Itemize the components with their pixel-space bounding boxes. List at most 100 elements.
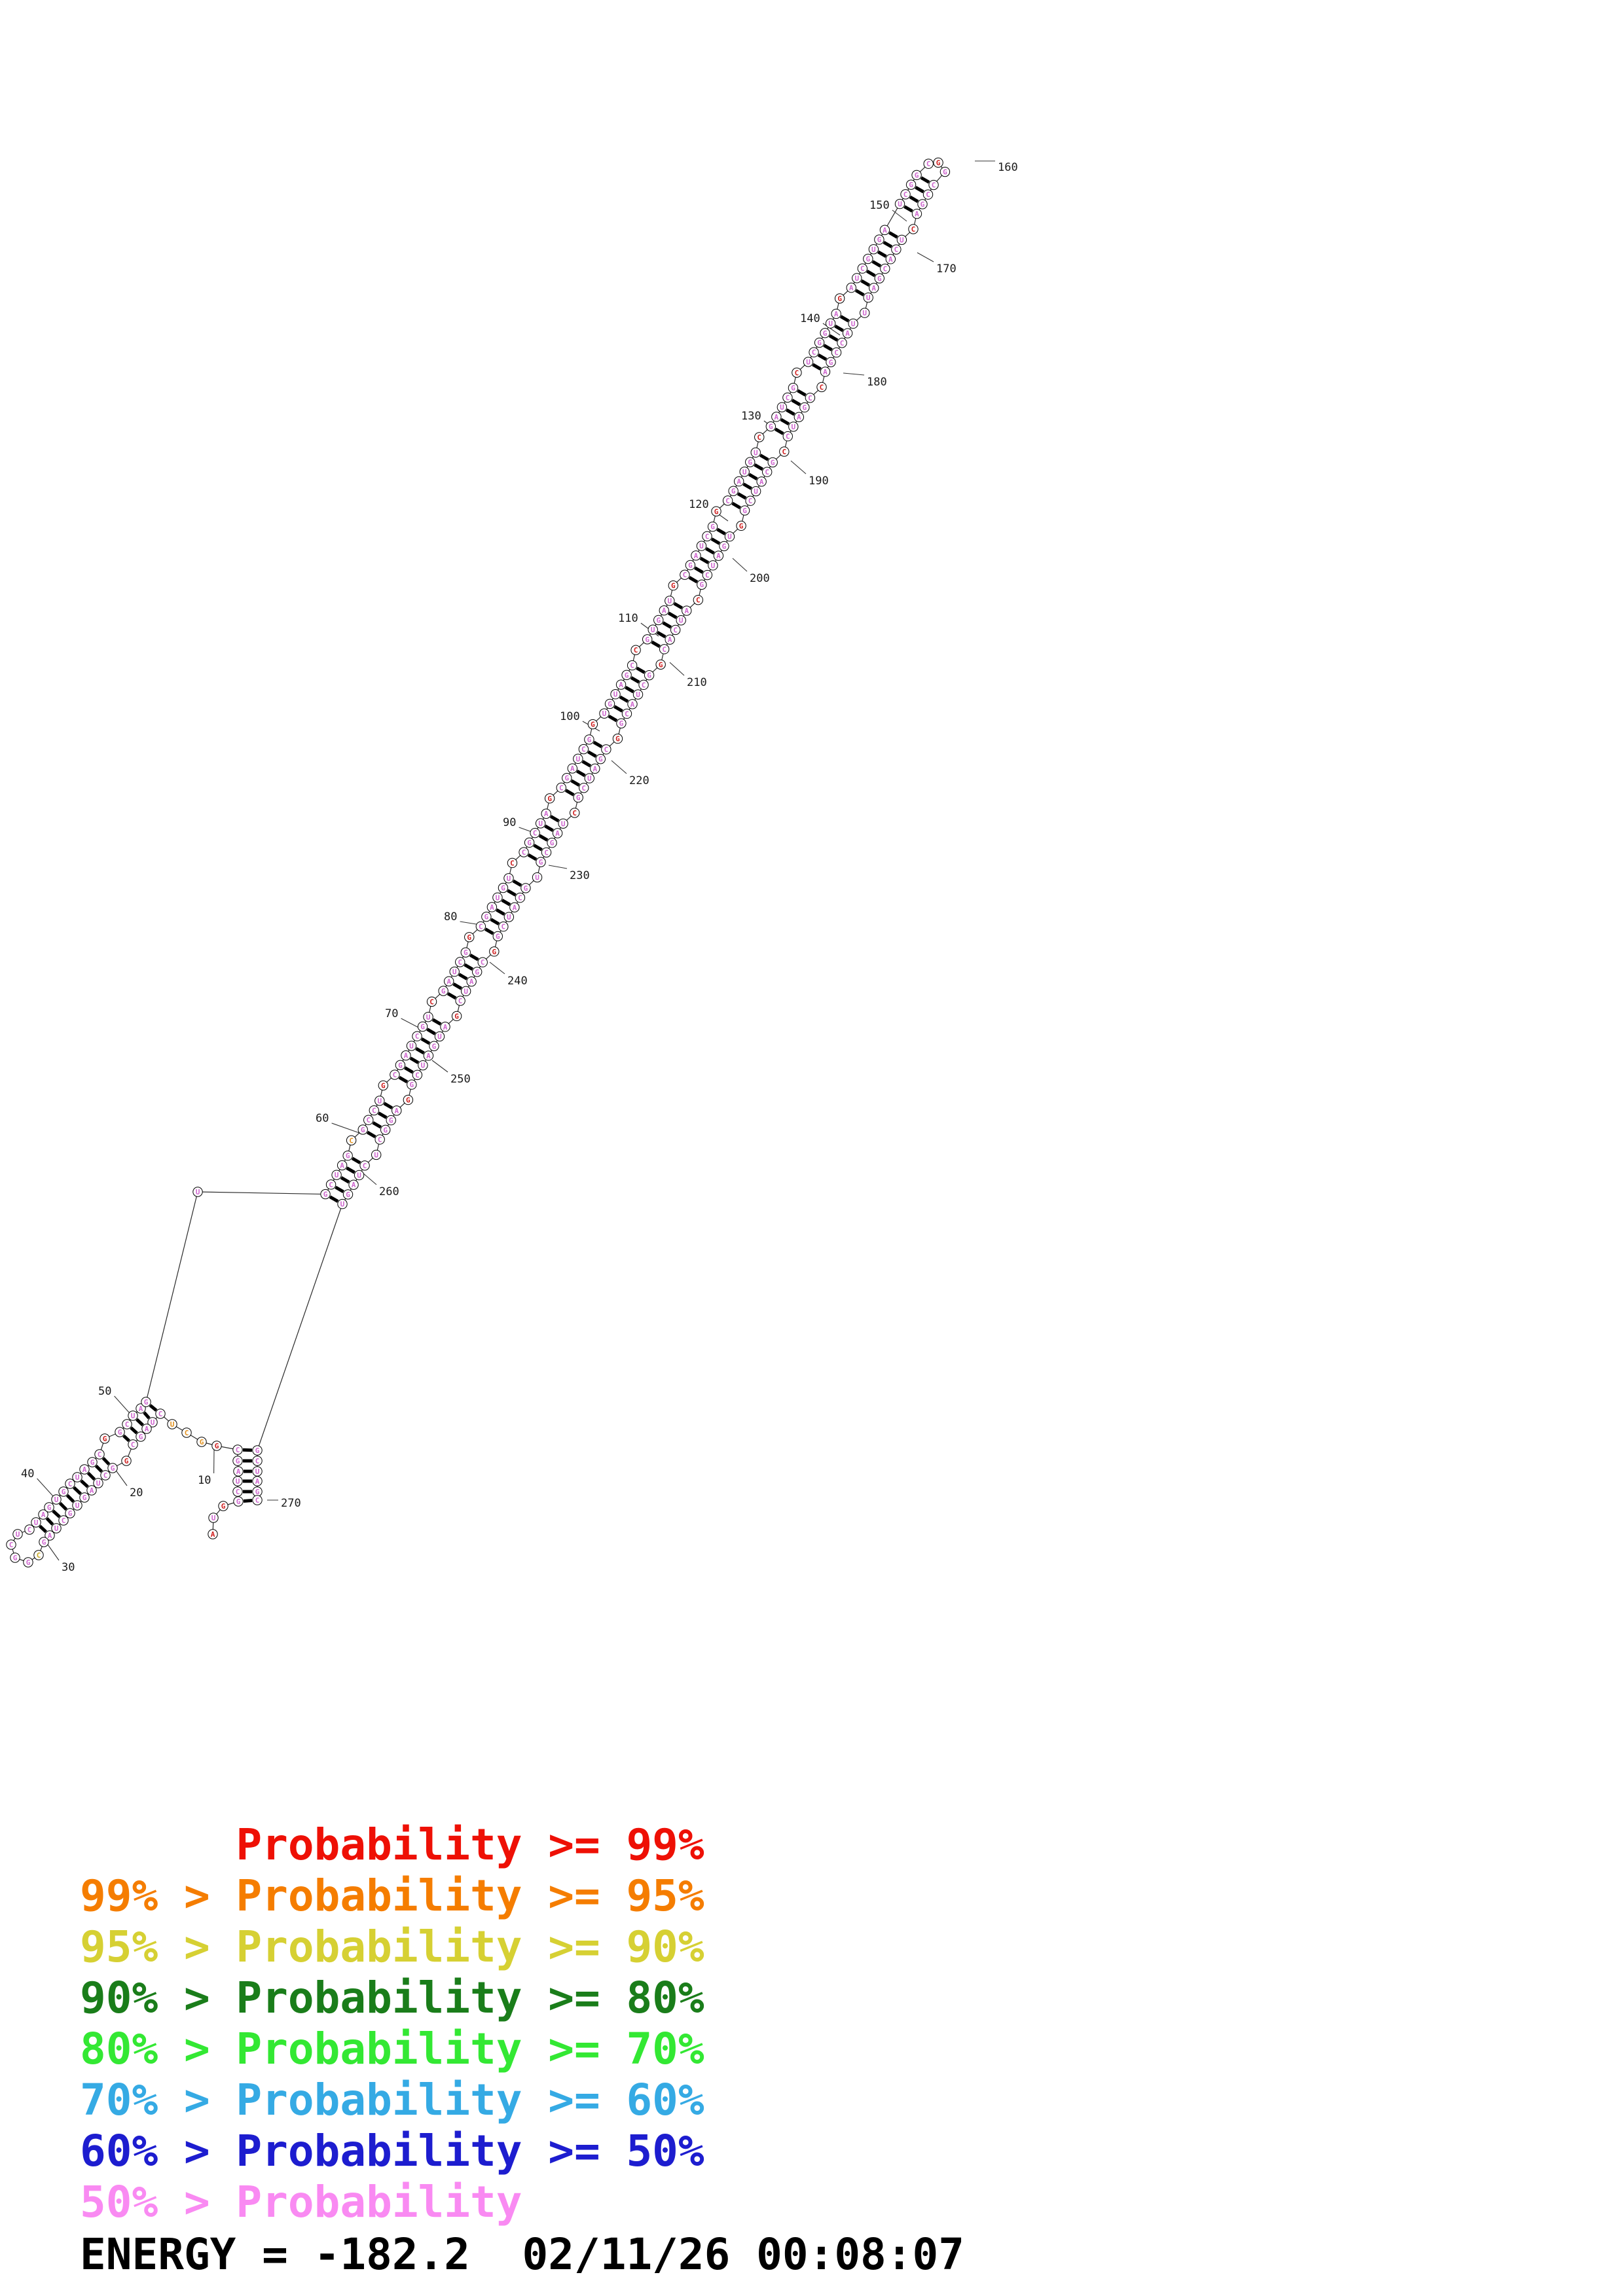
- nucleotide-letter: G: [68, 1509, 73, 1518]
- position-label: 190: [809, 475, 829, 488]
- nucleotide-letter: C: [518, 894, 522, 903]
- nucleotide-circle: [739, 505, 750, 516]
- nucleotide-circle: [707, 521, 718, 532]
- nucleotide-letter: U: [335, 1171, 339, 1179]
- nucleotide-circle: [357, 1124, 368, 1135]
- nucleotide-circle: [573, 792, 583, 803]
- nucleotide-letter: A: [555, 829, 560, 838]
- nucleotide-circle: [541, 808, 551, 819]
- position-label: 130: [741, 410, 761, 423]
- nucleotide-circle: [627, 699, 638, 709]
- nucleotide-circle: [208, 1529, 218, 1539]
- nucleotide-circle: [331, 1170, 342, 1180]
- nucleotide-letter: G: [255, 1488, 260, 1496]
- nucleotide-letter: G: [492, 948, 496, 956]
- nucleotide-letter: G: [221, 1502, 226, 1511]
- nucleotide-letter: C: [27, 1526, 32, 1534]
- nucleotide-circle: [928, 179, 939, 190]
- nucleotide-letter: G: [361, 1126, 365, 1134]
- nucleotide-circle: [403, 1094, 414, 1105]
- nucleotide-letter: A: [716, 552, 721, 560]
- nucleotide-letter: U: [727, 533, 732, 541]
- nucleotide-letter: U: [828, 319, 833, 328]
- nucleotide-circle: [492, 892, 503, 903]
- nucleotide-circle: [848, 318, 858, 329]
- nucleotide-circle: [680, 569, 690, 580]
- nucleotide-circle: [390, 1069, 400, 1080]
- nucleotide-letter: G: [103, 1435, 107, 1443]
- nucleotide-circle: [857, 263, 868, 274]
- legend-line: 90% > Probability >= 80%: [80, 1973, 704, 2023]
- nucleotide-circle: [601, 744, 611, 755]
- nucleotide-letter: G: [722, 542, 727, 550]
- nucleotide-circle: [380, 1124, 391, 1135]
- nucleotide-circle: [616, 718, 627, 728]
- nucleotide-circle: [395, 1060, 406, 1071]
- nucleotide-letter: A: [630, 700, 635, 709]
- nucleotide-letter: G: [587, 736, 592, 744]
- nucleotide-circle: [655, 659, 666, 670]
- nucleotide-circle: [475, 921, 486, 932]
- nucleotide-letter: A: [593, 764, 597, 773]
- position-label: 270: [281, 1497, 301, 1510]
- nucleotide-letter: G: [111, 1464, 115, 1473]
- nucleotide-circle: [771, 412, 782, 422]
- nucleotide-letter: G: [323, 1191, 328, 1199]
- nucleotide-circle: [665, 634, 675, 645]
- nucleotide-letter: G: [118, 1428, 122, 1437]
- nucleotide-circle: [196, 1437, 207, 1447]
- nucleotide-letter: G: [625, 671, 629, 679]
- nucleotide-letter: U: [742, 468, 747, 476]
- nucleotide-letter: G: [467, 933, 471, 942]
- nucleotide-circle: [412, 1031, 422, 1041]
- nucleotide-circle: [697, 579, 707, 590]
- nucleotide-circle: [831, 308, 841, 319]
- position-label: 40: [21, 1467, 34, 1480]
- nucleotide-letter: A: [255, 1477, 260, 1486]
- nucleotide-circle: [562, 773, 572, 783]
- nucleotide-letter: U: [378, 1097, 382, 1105]
- nucleotide-circle: [515, 892, 526, 903]
- nucleotide-letter: C: [812, 348, 816, 357]
- nucleotide-circle: [31, 1517, 41, 1528]
- nucleotide-letter: A: [490, 903, 494, 912]
- nucleotide-letter: U: [679, 617, 684, 625]
- nucleotide-letter: G: [441, 987, 446, 996]
- legend-line: 99% > Probability >= 95%: [80, 1871, 704, 1921]
- nucleotide-circle: [51, 1494, 62, 1505]
- nucleotide-letter: G: [769, 423, 773, 431]
- position-label: 160: [998, 161, 1018, 174]
- nucleotide-letter: U: [699, 542, 704, 550]
- nucleotide-circle: [65, 1508, 75, 1518]
- nucleotide-letter: U: [898, 200, 902, 209]
- nucleotide-circle: [486, 902, 498, 912]
- nucleotide-letter: G: [26, 1558, 31, 1567]
- nucleotide-circle: [232, 1476, 243, 1486]
- nucleotide-circle: [489, 946, 500, 957]
- nucleotide-circle: [820, 367, 831, 377]
- nucleotide-circle: [65, 1479, 75, 1489]
- nucleotide-circle: [136, 1431, 146, 1442]
- nucleotide-circle: [449, 966, 460, 977]
- position-label: 60: [316, 1112, 329, 1125]
- nucleotide-circle: [627, 660, 638, 671]
- nucleotide-circle: [155, 1408, 166, 1419]
- nucleotide-circle: [630, 645, 641, 655]
- nucleotide-circle: [443, 976, 454, 986]
- nucleotide-letter: U: [437, 1033, 442, 1041]
- nucleotide-letter: C: [808, 394, 812, 403]
- nucleotide-letter: U: [507, 874, 511, 883]
- nucleotide-letter: G: [791, 384, 795, 393]
- nucleotide-circle: [782, 392, 793, 403]
- nucleotide-circle: [939, 166, 951, 177]
- nucleotide-circle: [728, 486, 739, 496]
- nucleotide-letter: C: [329, 1181, 333, 1189]
- nucleotide-circle: [6, 1539, 16, 1550]
- nucleotide-letter: G: [346, 1152, 350, 1160]
- nucleotide-circle: [354, 1170, 365, 1181]
- position-label: 210: [687, 676, 707, 689]
- nucleotide-letter: G: [837, 295, 842, 303]
- nucleotide-letter: G: [475, 968, 479, 977]
- nucleotide-circle: [834, 293, 845, 304]
